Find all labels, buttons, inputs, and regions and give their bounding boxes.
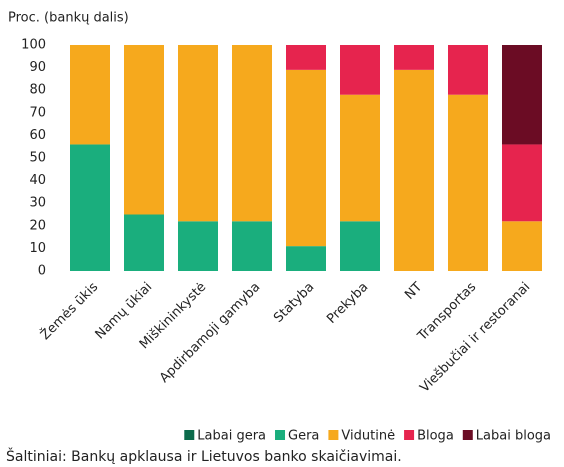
y-tick-label: 20 <box>29 218 46 233</box>
y-tick-label: 90 <box>29 60 46 75</box>
legend-label: Labai bloga <box>476 429 551 444</box>
y-tick-label: 70 <box>29 105 46 120</box>
bar-segment <box>394 45 434 70</box>
bar-segment <box>286 69 326 247</box>
legend-swatch <box>275 430 286 440</box>
x-tick-label: NT <box>402 280 425 303</box>
bar-segment <box>232 221 272 271</box>
bar-segment <box>232 45 272 222</box>
x-tick-label: Statyba <box>271 280 317 326</box>
x-tick-label: Žemės ūkis <box>37 279 101 343</box>
y-tick-label: 100 <box>21 38 46 53</box>
legend-swatch <box>404 430 415 440</box>
bar-segment <box>124 45 164 215</box>
bar-segment <box>502 221 542 271</box>
bar-segment <box>70 144 110 271</box>
bar-segment <box>340 94 380 222</box>
y-tick-label: 10 <box>29 241 46 256</box>
bar-segment <box>448 94 488 271</box>
bar-segment <box>502 45 542 145</box>
bar-segment <box>340 221 380 271</box>
bar-segment <box>178 221 218 271</box>
y-axis-label: Proc. (bankų dalis) <box>8 11 129 26</box>
x-tick-label: Apdirbamoji gamyba <box>157 280 263 386</box>
legend-swatch <box>462 430 473 440</box>
y-tick-label: 30 <box>29 196 46 211</box>
legend-swatch <box>184 430 195 440</box>
bar-segment <box>340 45 380 95</box>
bar-segment <box>124 214 164 271</box>
legend-swatch <box>328 430 339 440</box>
legend-label: Bloga <box>417 429 454 444</box>
bar-segment <box>502 144 542 222</box>
x-tick-label: Prekyba <box>324 280 371 327</box>
x-tick-label: Viešbučiai ir restoranai <box>417 280 533 396</box>
legend-label: Labai gera <box>197 429 266 444</box>
y-tick-label: 0 <box>38 264 46 279</box>
bar-segment <box>448 45 488 95</box>
bar-segment <box>394 69 434 271</box>
y-tick-label: 40 <box>29 173 46 188</box>
y-tick-label: 60 <box>29 128 46 143</box>
y-tick-label: 50 <box>29 151 46 166</box>
legend-label: Vidutinė <box>341 429 395 444</box>
bar-segment <box>286 246 326 271</box>
source: Šaltiniai: Bankų apklausa ir Lietuvos ba… <box>6 447 402 465</box>
y-tick-label: 80 <box>29 83 46 98</box>
bar-segment <box>286 45 326 70</box>
bar-segment <box>178 45 218 222</box>
legend-label: Gera <box>288 429 319 444</box>
bar-segment <box>70 45 110 145</box>
